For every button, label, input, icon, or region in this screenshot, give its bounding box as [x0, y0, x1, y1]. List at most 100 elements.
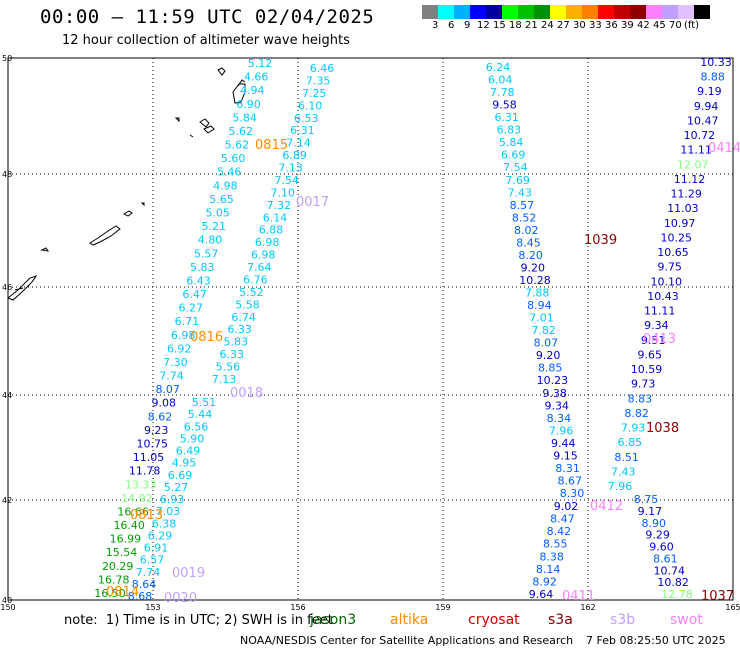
wave-height-value: 6.90 [236, 98, 261, 111]
wave-height-value: 7.74 [136, 566, 161, 579]
wave-height-value: 6.04 [488, 74, 513, 87]
wave-height-value: 6.29 [148, 529, 173, 542]
legend-swatch [582, 5, 598, 19]
wave-height-value: 7.54 [274, 174, 299, 187]
wave-height-value: 8.30 [560, 487, 585, 500]
wave-height-value: 6.98 [255, 236, 280, 249]
wave-height-value: 8.88 [700, 71, 725, 84]
longitude-label: 150 [0, 603, 15, 612]
pass-time-label: 0815 [255, 138, 288, 153]
legend-swatch [678, 5, 694, 19]
wave-height-value: 8.52 [512, 211, 537, 224]
wave-height-value: 9.02 [554, 500, 579, 513]
legend-swatch [566, 5, 582, 19]
legend-label: 21 [525, 20, 538, 31]
wave-height-value: 10.82 [657, 576, 689, 589]
wave-height-value: 8.61 [653, 552, 678, 565]
wave-height-value: 8.55 [543, 538, 568, 551]
satellite-name: s3b [610, 612, 636, 628]
wave-height-value: 5.27 [164, 481, 189, 494]
wave-height-value: 8.38 [539, 550, 564, 563]
wave-height-value: 11.11 [644, 305, 676, 318]
wave-height-value: 7.32 [267, 199, 292, 212]
wave-height-value: 6.98 [251, 249, 276, 262]
wave-height-value: 9.38 [542, 387, 567, 400]
wave-height-value: 8.64 [132, 578, 157, 591]
wave-height-value: 16.50 [94, 587, 126, 600]
legend-swatch [454, 5, 470, 19]
pass-time-label: 1038 [646, 421, 679, 436]
wave-height-value: 5.12 [248, 57, 273, 70]
legend-label: 30 [573, 20, 586, 31]
latitude-label: 42 [2, 496, 12, 505]
wave-height-value: 16.78 [98, 573, 130, 586]
wave-height-value: 7.96 [549, 424, 574, 437]
legend-swatch [534, 5, 550, 19]
wave-height-value: 12.07 [677, 158, 709, 171]
latitude-label: 44 [2, 391, 12, 400]
wave-height-value: 6.43 [186, 274, 211, 287]
map-title: 00:00 — 11:59 UTC 02/04/2025 [40, 6, 375, 28]
wave-height-value: 6.27 [179, 302, 204, 315]
wave-height-value: 6.91 [144, 542, 169, 555]
wave-height-value: 8.14 [536, 563, 561, 576]
legend-label: 33 [589, 20, 602, 31]
wave-height-value: 9.34 [644, 319, 669, 332]
wave-height-value: 6.49 [176, 445, 201, 458]
pass-time-label: 1039 [584, 233, 617, 248]
color-legend: 3 6 9 12 15 18 21 24 27 30 33 36 39 42 45 70 (ft) [422, 5, 740, 33]
wave-height-value: 7.64 [247, 261, 272, 274]
wave-height-value: 6.24 [486, 61, 511, 74]
wave-height-value: 8.34 [547, 412, 572, 425]
wave-height-value: 7.01 [529, 312, 554, 325]
wave-height-value: 6.56 [184, 420, 209, 433]
wave-height-value: 7.03 [156, 505, 181, 518]
legend-label: 27 [557, 20, 570, 31]
wave-height-value: 7.14 [286, 137, 311, 150]
wave-height-value: 8.51 [614, 451, 639, 464]
wave-height-value: 6.46 [310, 62, 335, 75]
legend-swatch [438, 5, 454, 19]
wave-height-value: 6.38 [152, 517, 177, 530]
wave-height-value: 7.13 [212, 373, 237, 386]
pass-time-label: 0414 [708, 141, 740, 156]
wave-height-value: 6.57 [140, 554, 165, 567]
wave-height-value: 9.64 [529, 588, 554, 601]
wave-height-value: 8.07 [534, 337, 559, 350]
wave-height-value: 5.60 [221, 152, 246, 165]
wave-height-value: 16.99 [110, 533, 142, 546]
legend-swatch [486, 5, 502, 19]
wave-height-value: 20.29 [102, 560, 134, 573]
wave-height-value: 7.74 [159, 370, 184, 383]
legend-swatch [646, 5, 662, 19]
wave-height-value: 5.44 [188, 408, 213, 421]
wave-height-value: 8.31 [555, 462, 580, 475]
wave-height-value: 9.65 [638, 348, 663, 361]
wave-height-value: 8.90 [642, 517, 667, 530]
wave-height-value: 13.33 [125, 478, 157, 491]
pass-time-label: 1037 [701, 589, 734, 604]
wave-height-value: 9.60 [649, 541, 674, 554]
wave-height-value: 5.65 [209, 193, 234, 206]
wave-height-value: 9.17 [638, 505, 663, 518]
wave-height-value: 9.20 [536, 349, 561, 362]
wave-height-value: 8.42 [547, 525, 572, 538]
wave-height-value: 5.51 [192, 396, 217, 409]
legend-label: 42 [637, 20, 650, 31]
wave-height-value: 7.93 [621, 422, 646, 435]
wave-height-value: 10.97 [664, 217, 696, 230]
wave-height-value: 6.33 [227, 323, 252, 336]
wave-height-value: 9.58 [492, 99, 517, 112]
legend-swatch [630, 5, 646, 19]
wave-height-value: 4.95 [172, 457, 197, 470]
wave-height-value: 7.69 [505, 174, 530, 187]
wave-height-value: 10.59 [631, 363, 663, 376]
map-frame [7, 57, 734, 601]
wave-height-value: 6.10 [298, 99, 323, 112]
wave-height-value: 9.29 [645, 529, 670, 542]
wave-height-value: 14.92 [121, 492, 153, 505]
wave-height-value: 8.92 [532, 575, 557, 588]
wave-height-value: 5.83 [190, 261, 215, 274]
legend-swatch [598, 5, 614, 19]
pass-time-label: 0412 [590, 499, 623, 514]
